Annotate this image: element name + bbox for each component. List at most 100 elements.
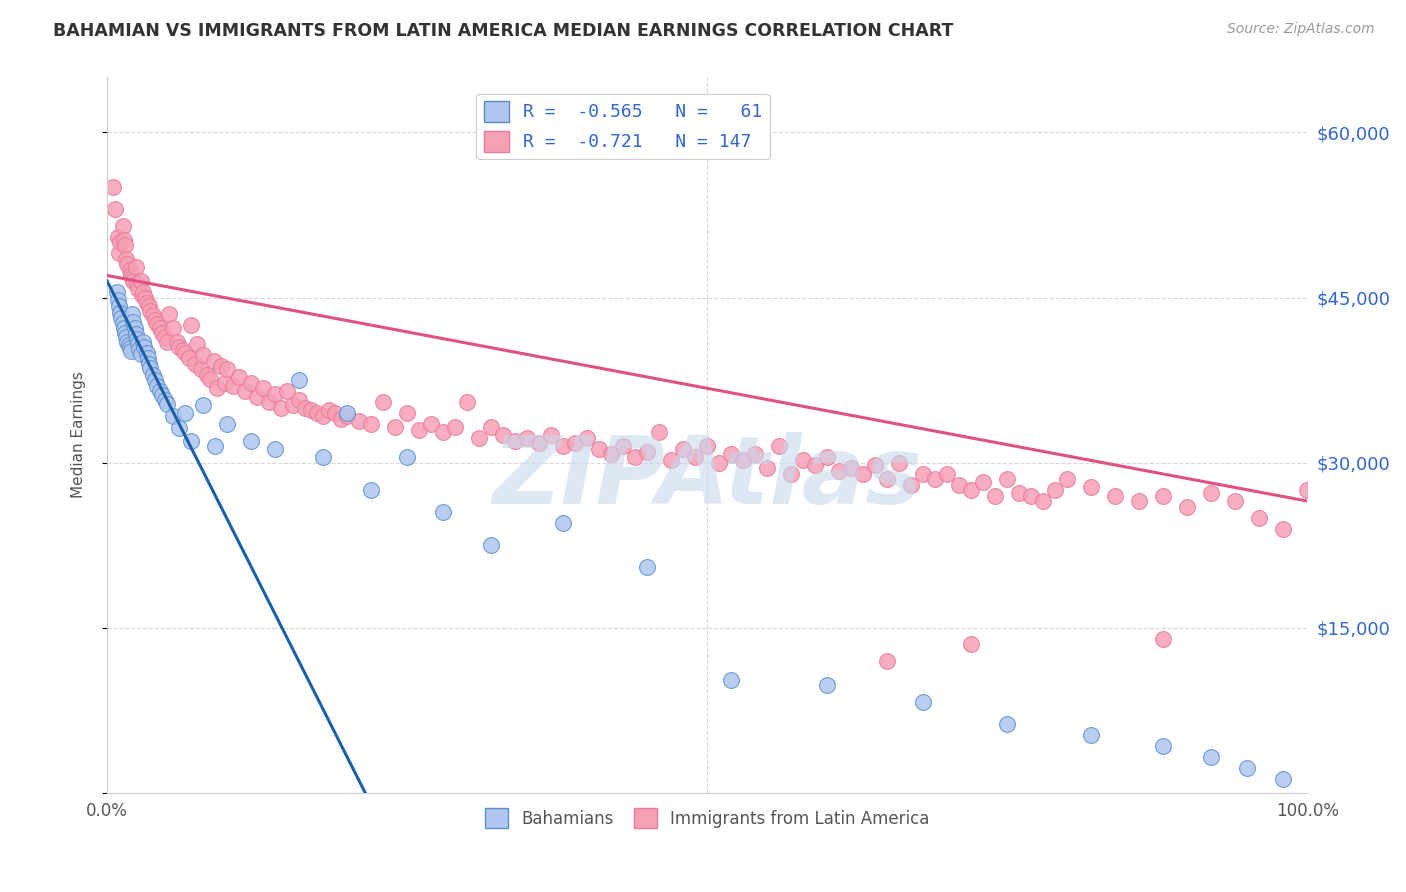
Point <box>995 717 1018 731</box>
Point <box>156 397 179 411</box>
Text: Source: ZipAtlas.com: Source: ZipAtlas.com <box>1227 22 1375 37</box>
Point <box>117 258 139 272</box>
Point <box>288 373 311 387</box>
Point <box>142 368 165 382</box>
Point <box>576 431 599 445</box>
Point <box>984 489 1007 503</box>
Point <box>233 384 256 398</box>
Point <box>166 334 188 349</box>
Point <box>110 306 132 320</box>
Point <box>396 406 419 420</box>
Point <box>960 483 983 497</box>
Point <box>134 340 156 354</box>
Point <box>101 180 124 194</box>
Point <box>153 330 176 344</box>
Point <box>172 343 194 358</box>
Point <box>111 219 134 233</box>
Point <box>1080 728 1102 742</box>
Point <box>150 326 173 340</box>
Point <box>134 291 156 305</box>
Point <box>1104 489 1126 503</box>
Point <box>503 434 526 448</box>
Point <box>336 409 359 424</box>
Point <box>792 453 814 467</box>
Point <box>863 458 886 472</box>
Point <box>162 321 184 335</box>
Point <box>125 260 148 274</box>
Point <box>125 332 148 346</box>
Point <box>129 346 152 360</box>
Point <box>815 450 838 464</box>
Point <box>1272 522 1295 536</box>
Point <box>912 467 935 481</box>
Point <box>104 202 127 217</box>
Point <box>110 311 132 326</box>
Point <box>107 230 129 244</box>
Point <box>852 467 875 481</box>
Point <box>1272 772 1295 787</box>
Point <box>135 345 157 359</box>
Point <box>318 402 340 417</box>
Point <box>167 340 190 354</box>
Point <box>122 315 145 329</box>
Point <box>138 299 160 313</box>
Point <box>323 406 346 420</box>
Point <box>120 344 142 359</box>
Point <box>112 321 135 335</box>
Point <box>659 453 682 467</box>
Point <box>127 336 149 351</box>
Point <box>312 409 335 424</box>
Text: BAHAMIAN VS IMMIGRANTS FROM LATIN AMERICA MEDIAN EARNINGS CORRELATION CHART: BAHAMIAN VS IMMIGRANTS FROM LATIN AMERIC… <box>53 22 953 40</box>
Point <box>146 378 169 392</box>
Point <box>143 373 166 387</box>
Point <box>139 360 162 375</box>
Point <box>672 442 695 457</box>
Point <box>118 341 141 355</box>
Point <box>828 464 851 478</box>
Point <box>207 381 229 395</box>
Point <box>299 402 322 417</box>
Point <box>564 435 586 450</box>
Point <box>107 293 129 307</box>
Point <box>624 450 647 464</box>
Point <box>132 334 155 349</box>
Point <box>156 334 179 349</box>
Point <box>527 435 550 450</box>
Point <box>1175 500 1198 514</box>
Point <box>780 467 803 481</box>
Point <box>110 235 132 250</box>
Point <box>125 277 148 292</box>
Point <box>252 381 274 395</box>
Point <box>146 317 169 331</box>
Point <box>135 296 157 310</box>
Point <box>636 560 658 574</box>
Point <box>1296 483 1319 497</box>
Point <box>912 695 935 709</box>
Point <box>150 388 173 402</box>
Point <box>1199 750 1222 764</box>
Point <box>125 326 148 341</box>
Point <box>204 439 226 453</box>
Point <box>257 395 280 409</box>
Point <box>815 678 838 692</box>
Point <box>240 376 263 391</box>
Point <box>696 439 718 453</box>
Point <box>1045 483 1067 497</box>
Point <box>456 395 478 409</box>
Point <box>683 450 706 464</box>
Point <box>112 233 135 247</box>
Point <box>209 359 232 373</box>
Point <box>162 409 184 424</box>
Point <box>149 321 172 335</box>
Point <box>124 321 146 335</box>
Text: ZIPAtlas: ZIPAtlas <box>492 432 922 524</box>
Point <box>420 417 443 431</box>
Point <box>1019 489 1042 503</box>
Point <box>839 461 862 475</box>
Point <box>118 263 141 277</box>
Point <box>180 318 202 332</box>
Point <box>889 456 911 470</box>
Point <box>948 477 970 491</box>
Point <box>360 483 382 497</box>
Point <box>1249 510 1271 524</box>
